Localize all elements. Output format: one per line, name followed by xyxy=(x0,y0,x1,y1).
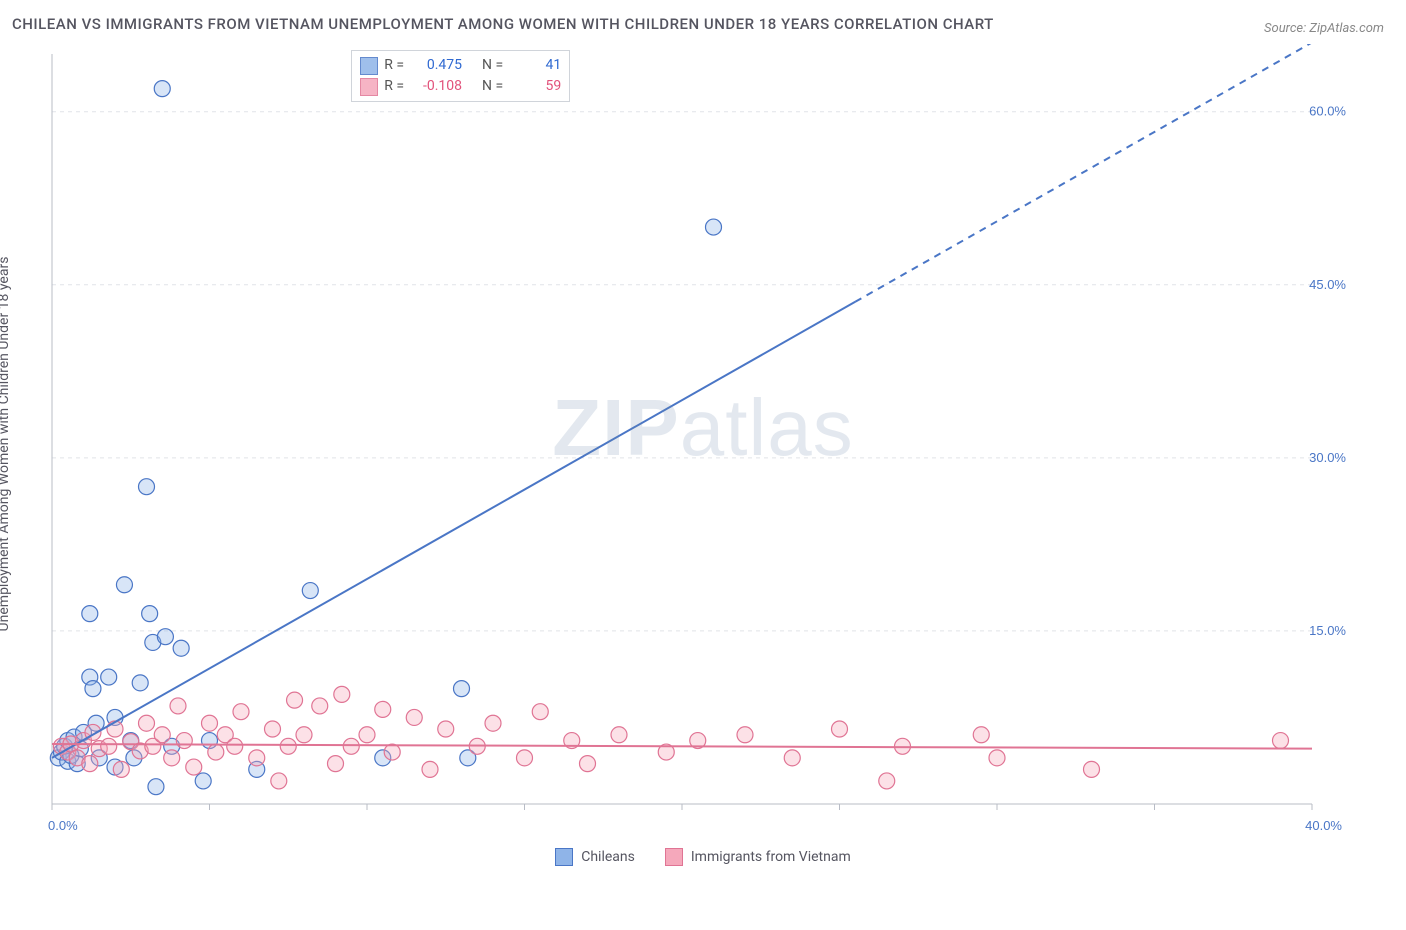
legend-label: Chileans xyxy=(581,849,635,865)
svg-text:45.0%: 45.0% xyxy=(1309,277,1346,292)
legend-item: Chileans xyxy=(555,848,635,866)
y-axis-label: Unemployment Among Women with Children U… xyxy=(0,257,12,632)
stats-legend-box: R = 0.475 N = 41 R = -0.108 N = 59 xyxy=(351,50,570,102)
chart-source: Source: ZipAtlas.com xyxy=(1264,21,1394,36)
stat-n-value: 59 xyxy=(509,76,561,97)
stat-r-label: R = xyxy=(384,76,404,97)
svg-text:30.0%: 30.0% xyxy=(1309,450,1346,465)
legend-swatch xyxy=(360,78,378,96)
svg-text:40.0%: 40.0% xyxy=(1305,818,1342,833)
chart-title: CHILEAN VS IMMIGRANTS FROM VIETNAM UNEMP… xyxy=(12,12,994,36)
legend-item: Immigrants from Vietnam xyxy=(665,848,851,866)
legend-swatch xyxy=(555,848,573,866)
chart-container: CHILEAN VS IMMIGRANTS FROM VIETNAM UNEMP… xyxy=(12,12,1394,866)
stat-r-value: 0.475 xyxy=(410,55,462,76)
plot-area: Unemployment Among Women with Children U… xyxy=(12,44,1394,844)
stat-r-value: -0.108 xyxy=(410,76,462,97)
svg-text:60.0%: 60.0% xyxy=(1309,104,1346,119)
svg-text:0.0%: 0.0% xyxy=(48,818,78,833)
svg-text:15.0%: 15.0% xyxy=(1309,623,1346,638)
stat-n-value: 41 xyxy=(509,55,561,76)
legend-swatch xyxy=(665,848,683,866)
stat-r-label: R = xyxy=(384,55,404,76)
legend-label: Immigrants from Vietnam xyxy=(691,849,851,865)
bottom-legend: Chileans Immigrants from Vietnam xyxy=(12,848,1394,866)
stat-n-label: N = xyxy=(482,76,503,97)
stat-n-label: N = xyxy=(482,55,503,76)
scatter-plot: 15.0% 30.0% 45.0% 60.0% 0.0% 40.0% xyxy=(12,44,1352,844)
legend-swatch xyxy=(360,57,378,75)
